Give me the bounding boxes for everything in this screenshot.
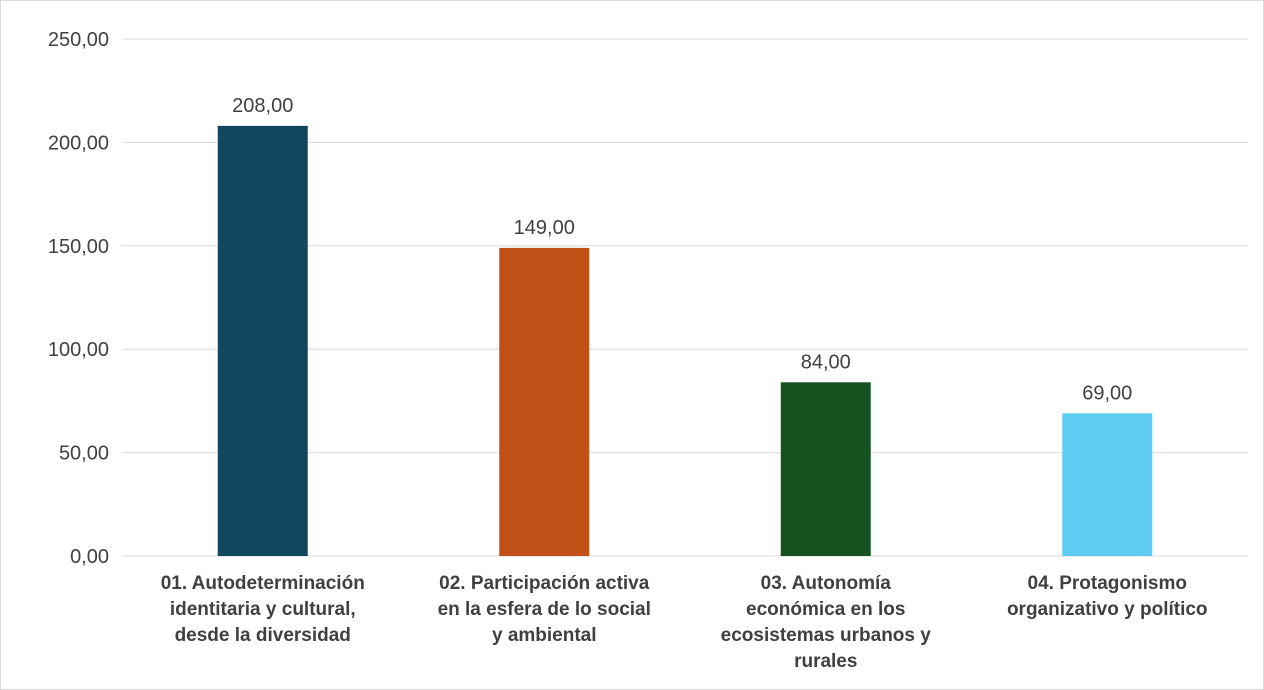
category-label-line: 03. Autonomía xyxy=(761,573,892,594)
category-label: 01. Autodeterminación identitaria y cultu… xyxy=(161,573,365,646)
bars xyxy=(217,125,1153,557)
data-label: 69,00 xyxy=(1082,382,1132,404)
data-label: 84,00 xyxy=(801,351,851,373)
category-label-line: rurales xyxy=(794,651,857,672)
bar xyxy=(780,382,871,556)
category-label-line: 02. Participación activa xyxy=(439,573,650,594)
y-tick-label: 50,00 xyxy=(59,443,109,465)
category-label-line: 04. Protagonismo xyxy=(1028,573,1187,594)
bar xyxy=(1062,413,1153,556)
y-tick-label: 150,00 xyxy=(48,236,109,258)
category-label-line: ecosistemas urbanos y xyxy=(721,625,932,646)
y-tick-label: 0,00 xyxy=(70,546,109,568)
category-label-line: y ambiental xyxy=(492,625,597,646)
category-label-line: 01. Autodeterminación xyxy=(161,573,365,594)
data-label: 208,00 xyxy=(232,95,293,117)
y-tick-label: 100,00 xyxy=(48,339,109,361)
category-label: 02. Participación activa en la esfera de … xyxy=(438,573,651,646)
category-labels: 01. Autodeterminación identitaria y cultu… xyxy=(161,573,1208,672)
category-label: 03. Autonomía económica en los ecosistemas… xyxy=(721,573,932,672)
data-label: 149,00 xyxy=(514,217,575,239)
data-labels: 208,00 149,00 84,00 69,00 xyxy=(232,95,1132,404)
category-label-line: en la esfera de lo social xyxy=(438,599,651,620)
category-label-line: organizativo y político xyxy=(1007,599,1208,620)
gridlines xyxy=(122,38,1248,557)
category-label-line: económica en los xyxy=(746,599,905,620)
bar xyxy=(499,247,590,557)
y-tick-label: 250,00 xyxy=(48,29,109,51)
y-tick-label: 200,00 xyxy=(48,132,109,154)
category-label: 04. Protagonismo organizativo y político xyxy=(1007,573,1208,620)
y-axis-tick-labels: 0,00 50,00 100,00 150,00 200,00 250,00 xyxy=(48,29,109,568)
category-label-line: identitaria y cultural, xyxy=(170,599,356,620)
category-label-line: desde la diversidad xyxy=(175,625,351,646)
bar xyxy=(217,125,308,556)
